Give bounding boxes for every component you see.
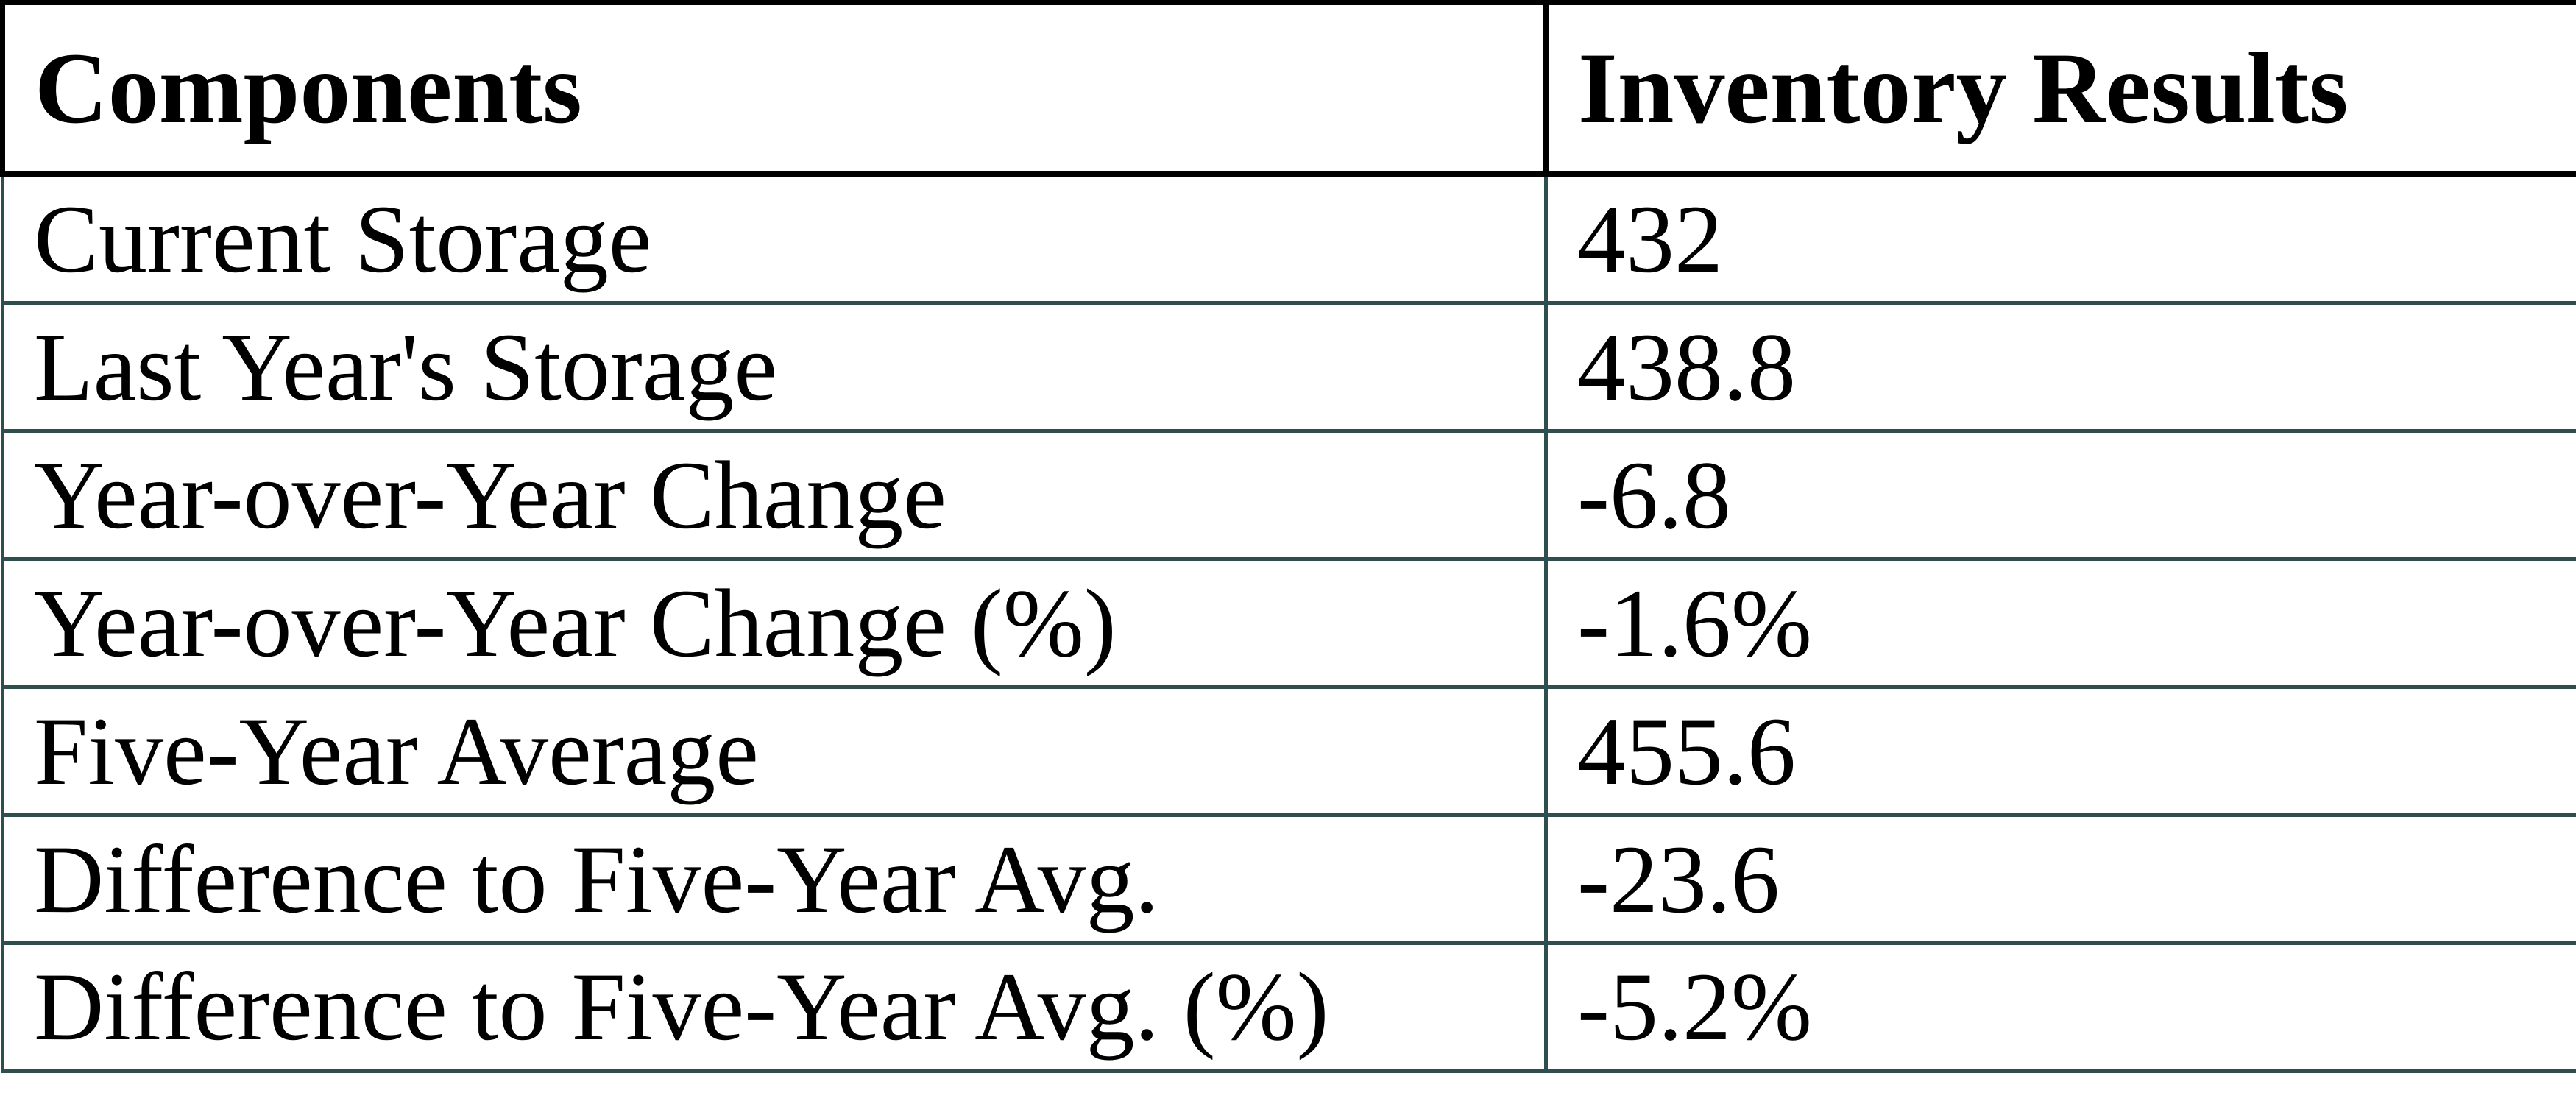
row-value-cell: -6.8 [1544,429,2576,562]
header-row: Components Inventory Results [0,0,2576,177]
row-value-cell: 432 [1544,171,2576,305]
row-value-cell: 438.8 [1544,301,2576,434]
table-header: Components Inventory Results [0,0,2576,177]
row-value-cell: -23.6 [1544,813,2576,945]
table-row: Difference to Five-Year Avg. (%) -5.2% [1,941,2576,1074]
table-row: Five-Year Average 455.6 [1,685,2576,818]
column-header-components: Components [0,0,1549,177]
table-row: Current Storage 432 [1,171,2576,305]
row-label-cell: Five-Year Average [1,685,1548,818]
row-label-cell: Current Storage [1,171,1548,305]
table-row: Last Year's Storage 438.8 [1,301,2576,434]
column-header-inventory-results: Inventory Results [1543,0,2576,177]
row-label-cell: Difference to Five-Year Avg. [1,813,1548,945]
row-value-cell: -5.2% [1544,941,2576,1074]
table-row: Year-over-Year Change (%) -1.6% [1,557,2576,690]
table-row: Difference to Five-Year Avg. -23.6 [1,813,2576,945]
table-body: Current Storage 432 Last Year's Storage … [1,171,2576,1074]
row-label-cell: Year-over-Year Change [1,429,1548,562]
inventory-results-table: Components Inventory Results Current Sto… [0,0,2576,1074]
table-row: Year-over-Year Change -6.8 [1,429,2576,562]
row-label-cell: Last Year's Storage [1,301,1548,434]
row-label-cell: Difference to Five-Year Avg. (%) [1,941,1548,1074]
row-value-cell: 455.6 [1544,685,2576,818]
row-value-cell: -1.6% [1544,557,2576,690]
row-label-cell: Year-over-Year Change (%) [1,557,1548,690]
